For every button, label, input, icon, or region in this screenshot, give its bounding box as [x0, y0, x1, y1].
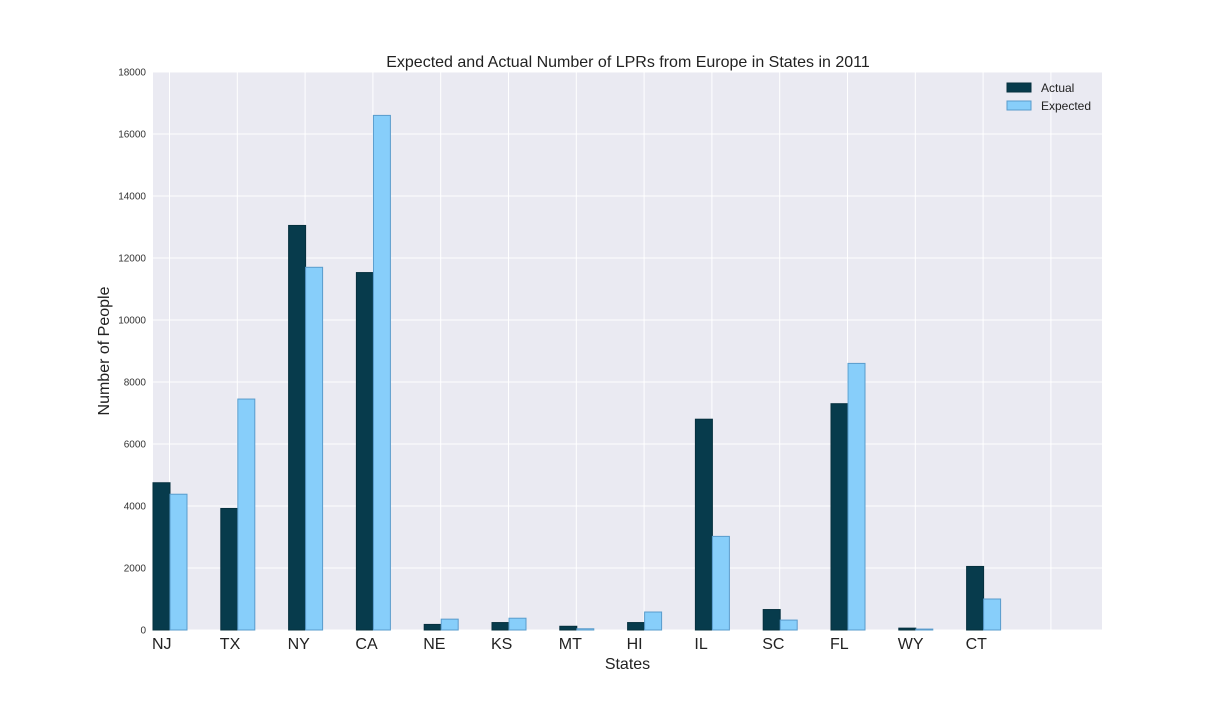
chart-title: Expected and Actual Number of LPRs from … — [386, 54, 870, 71]
x-tick-label: WY — [898, 636, 924, 653]
x-tick-label: IL — [694, 636, 707, 653]
x-tick-label: CT — [966, 636, 988, 653]
y-axis-ticks: 0 2000 4000 6000 8000 10000 12000 14000 16000 180… — [118, 68, 146, 637]
bar-expected-ca — [372, 114, 391, 631]
y-tick-label: 18000 — [118, 68, 146, 79]
bar-expected-hi — [644, 611, 663, 631]
bar-expected-fl — [847, 362, 866, 631]
y-tick-label: 0 — [140, 626, 146, 637]
bar-actual-il — [694, 418, 713, 631]
x-axis-ticks: NJ TX NY CA NE KS MT HI IL SC FL WY CT — [152, 636, 987, 653]
bar-actual-ny — [288, 224, 307, 631]
y-tick-label: 2000 — [124, 564, 147, 575]
bar-expected-il — [711, 535, 730, 631]
bar-expected-nj — [169, 493, 188, 631]
x-tick-label: NY — [288, 636, 311, 653]
legend-label-actual: Actual — [1041, 81, 1074, 95]
x-tick-label: KS — [491, 636, 512, 653]
y-tick-label: 8000 — [124, 378, 147, 389]
x-tick-label: CA — [355, 636, 378, 653]
bar-actual-ne — [423, 623, 442, 631]
bar-actual-ks — [491, 622, 510, 631]
bar-actual-ct — [966, 565, 985, 631]
bars — [152, 114, 1002, 631]
x-tick-label: NE — [423, 636, 445, 653]
y-tick-label: 10000 — [118, 316, 146, 327]
bar-expected-ny — [305, 266, 324, 631]
bar-actual-fl — [830, 403, 849, 631]
bar-actual-ca — [355, 272, 374, 631]
x-tick-label: HI — [627, 636, 643, 653]
bar-actual-hi — [627, 622, 646, 631]
y-tick-label: 14000 — [118, 192, 146, 203]
bar-actual-wy — [898, 627, 917, 631]
bar-actual-sc — [762, 609, 781, 631]
x-tick-label: SC — [762, 636, 784, 653]
bar-actual-nj — [152, 482, 171, 631]
legend-label-expected: Expected — [1041, 99, 1091, 113]
bar-actual-mt — [559, 625, 578, 631]
x-tick-label: FL — [830, 636, 849, 653]
y-tick-label: 12000 — [118, 254, 146, 265]
y-axis-label: Number of People — [96, 286, 113, 415]
y-tick-label: 16000 — [118, 130, 146, 141]
x-axis-label: States — [605, 656, 650, 673]
legend-swatch-actual — [1006, 82, 1032, 93]
legend: Actual Expected — [1006, 81, 1091, 113]
bar-expected-tx — [237, 398, 256, 631]
y-tick-label: 4000 — [124, 502, 147, 513]
bar-expected-mt — [576, 628, 595, 631]
bar-expected-sc — [779, 619, 798, 631]
bar-actual-tx — [220, 507, 239, 631]
x-tick-label: TX — [220, 636, 241, 653]
bar-expected-ct — [983, 598, 1002, 631]
x-tick-label: MT — [559, 636, 582, 653]
legend-swatch-expected — [1006, 100, 1032, 111]
bar-expected-ne — [440, 618, 459, 631]
x-tick-label: NJ — [152, 636, 172, 653]
y-tick-label: 6000 — [124, 440, 147, 451]
bar-expected-wy — [915, 628, 934, 631]
bar-expected-ks — [508, 617, 527, 631]
